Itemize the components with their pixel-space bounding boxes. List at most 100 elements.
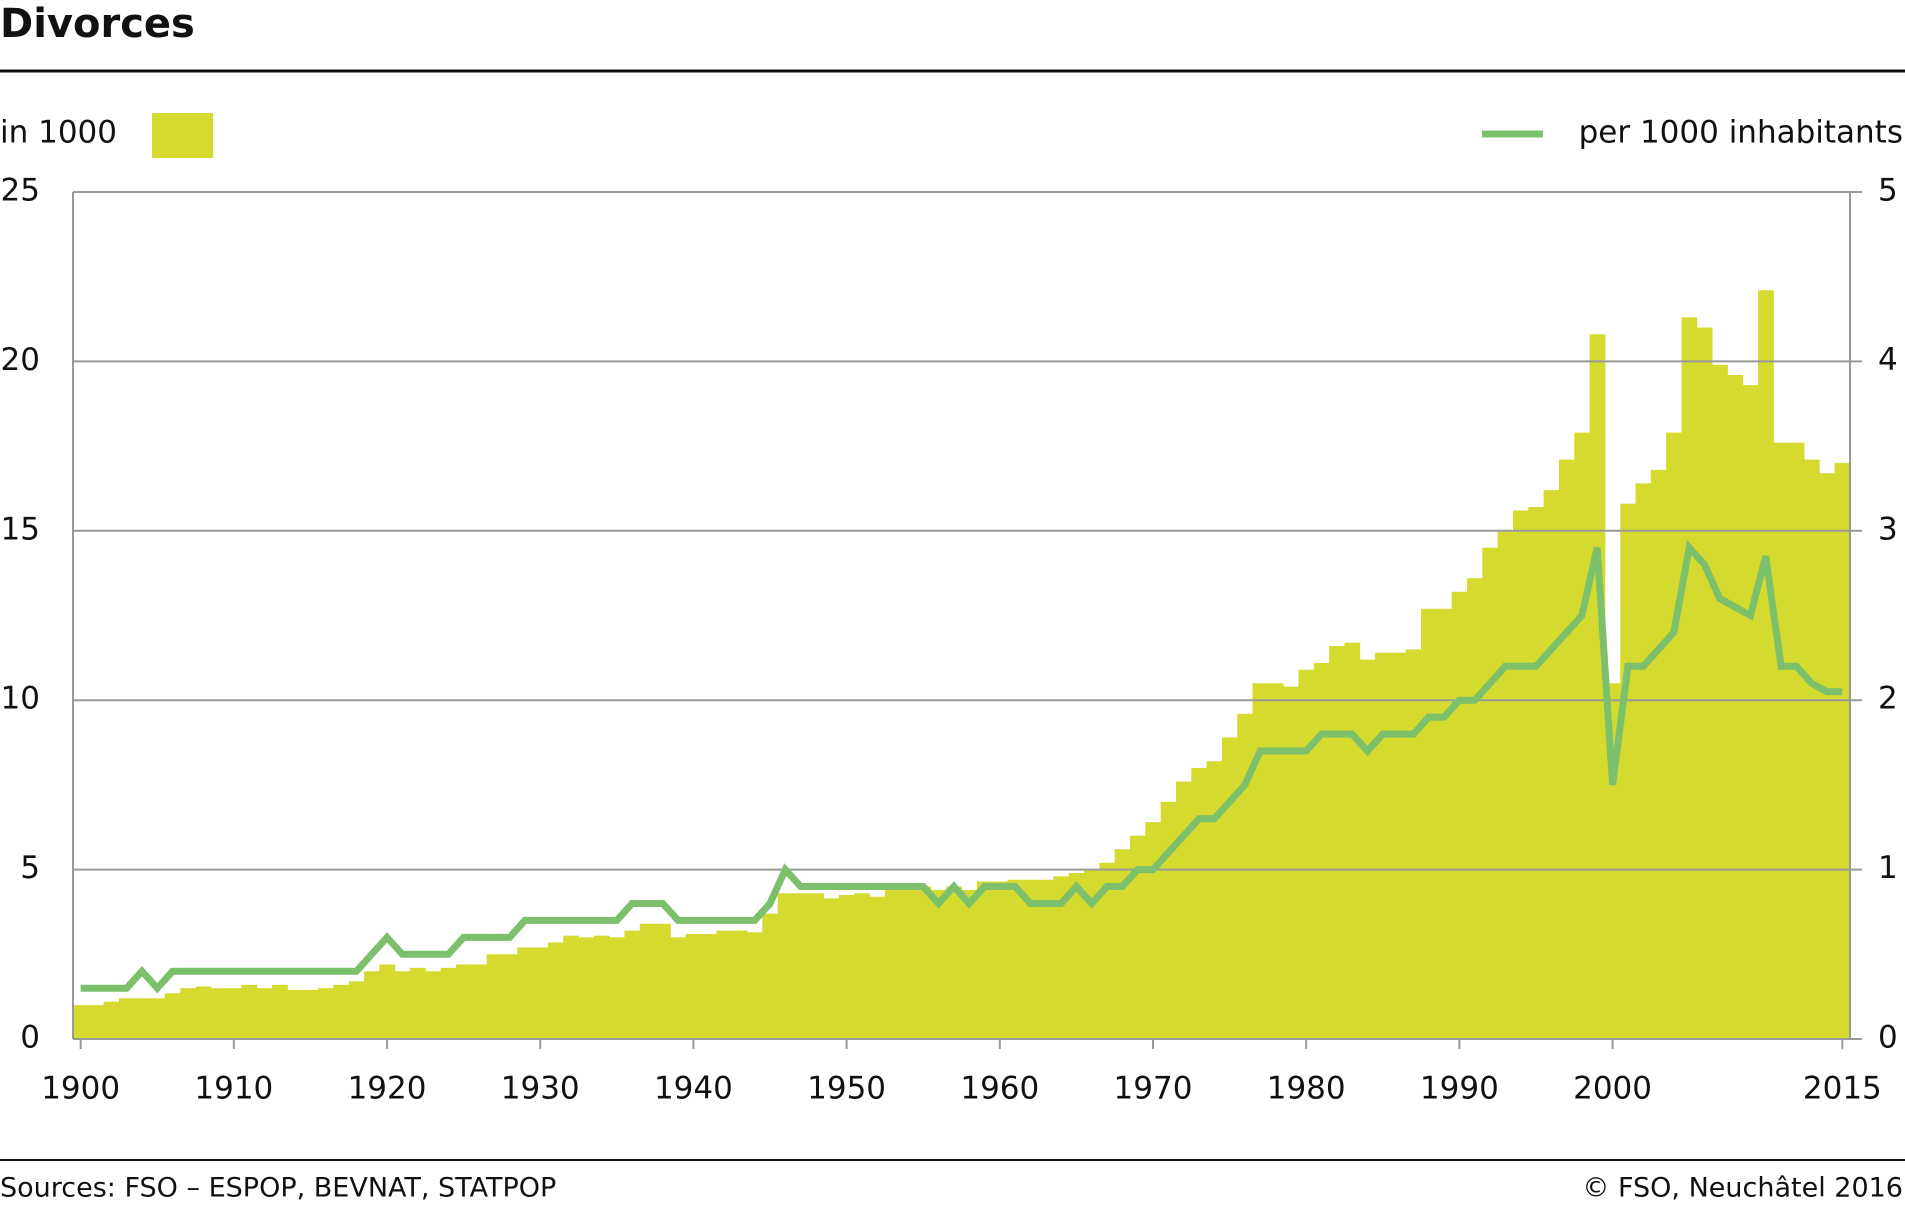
y-tick-label: 10 bbox=[1, 681, 40, 717]
y2-tick-label: 4 bbox=[1878, 342, 1898, 378]
bar bbox=[517, 947, 533, 1039]
bar bbox=[930, 889, 947, 1039]
bar bbox=[1758, 290, 1774, 1039]
bar bbox=[73, 1005, 89, 1039]
bar bbox=[364, 971, 380, 1039]
bar bbox=[88, 1005, 105, 1039]
bar bbox=[302, 989, 319, 1039]
x-tick-label: 1960 bbox=[960, 1071, 1039, 1107]
line bbox=[80, 540, 1843, 994]
x-tick-label: 1900 bbox=[41, 1071, 120, 1107]
bar bbox=[1696, 327, 1713, 1039]
y-tick-label: 5 bbox=[20, 850, 40, 886]
bar bbox=[1819, 473, 1836, 1040]
bar bbox=[1512, 510, 1529, 1039]
x-tick-label: 1950 bbox=[807, 1071, 886, 1107]
bar bbox=[854, 893, 870, 1039]
bar bbox=[1405, 649, 1422, 1039]
bar bbox=[1635, 483, 1652, 1039]
bar bbox=[946, 886, 962, 1039]
bar bbox=[1298, 669, 1315, 1039]
bar bbox=[1022, 879, 1039, 1039]
bar bbox=[1114, 849, 1131, 1039]
bar bbox=[1620, 503, 1636, 1039]
bar bbox=[1742, 385, 1759, 1040]
bar bbox=[1558, 459, 1575, 1040]
y2-tick-label: 0 bbox=[1878, 1020, 1898, 1056]
x-tick-label: 1970 bbox=[1114, 1071, 1193, 1107]
y2-tick-label: 3 bbox=[1878, 511, 1898, 547]
bar bbox=[1099, 862, 1116, 1039]
bar bbox=[884, 889, 901, 1039]
bar bbox=[272, 984, 288, 1039]
x-tick-label: 1920 bbox=[348, 1071, 427, 1107]
bar bbox=[639, 923, 656, 1039]
bar bbox=[869, 896, 886, 1039]
bar bbox=[563, 935, 579, 1039]
bar bbox=[747, 932, 763, 1039]
bar bbox=[1650, 469, 1667, 1039]
bar bbox=[1773, 442, 1790, 1039]
x-tick-label: 2015 bbox=[1803, 1071, 1882, 1107]
bar bbox=[670, 937, 687, 1039]
bar bbox=[226, 988, 242, 1039]
x-tick-label: 1990 bbox=[1420, 1071, 1499, 1107]
bar bbox=[118, 998, 135, 1039]
bar bbox=[1175, 781, 1192, 1039]
bar bbox=[1788, 442, 1805, 1039]
bar bbox=[1497, 530, 1514, 1039]
bar bbox=[241, 984, 258, 1039]
bar bbox=[1038, 879, 1054, 1039]
bar bbox=[808, 893, 825, 1039]
y-tick-label: 25 bbox=[1, 173, 40, 209]
bar bbox=[547, 942, 564, 1039]
bar bbox=[655, 923, 671, 1039]
bar bbox=[976, 881, 993, 1039]
bar bbox=[1467, 578, 1483, 1039]
bar bbox=[1283, 686, 1299, 1039]
y2-tick-label: 1 bbox=[1878, 850, 1898, 886]
bar bbox=[900, 889, 916, 1039]
bar bbox=[1666, 432, 1682, 1040]
y2-tick-label: 2 bbox=[1878, 681, 1898, 717]
bar bbox=[410, 967, 426, 1039]
bar bbox=[624, 930, 641, 1039]
bar bbox=[532, 947, 549, 1039]
y-tick-label: 15 bbox=[1, 511, 40, 547]
bar bbox=[823, 898, 840, 1039]
source: Sources: FSO – ESPOP, BEVNAT, STATPOP bbox=[0, 1173, 556, 1204]
bar bbox=[1267, 683, 1284, 1039]
bar bbox=[1191, 767, 1208, 1039]
y2-tick-label: 5 bbox=[1878, 173, 1898, 209]
bar bbox=[1084, 869, 1100, 1039]
bar bbox=[716, 930, 733, 1039]
bar bbox=[1451, 591, 1468, 1039]
bar bbox=[1681, 317, 1698, 1040]
x-tick-label: 1910 bbox=[194, 1071, 273, 1107]
bar bbox=[961, 889, 978, 1039]
bar bbox=[425, 971, 442, 1039]
bar bbox=[1068, 872, 1085, 1039]
bar bbox=[1344, 642, 1361, 1039]
bar bbox=[348, 981, 365, 1039]
bar bbox=[149, 998, 166, 1039]
bar bbox=[1160, 801, 1177, 1039]
bar bbox=[318, 988, 334, 1039]
bar bbox=[1589, 334, 1606, 1039]
copyright: © FSO, Neuchâtel 2016 bbox=[1582, 1173, 1903, 1204]
bar bbox=[1727, 374, 1744, 1039]
bar bbox=[762, 913, 779, 1039]
bar bbox=[992, 881, 1008, 1039]
bar bbox=[838, 895, 855, 1039]
bar bbox=[379, 964, 396, 1039]
bar bbox=[440, 967, 457, 1039]
legend-label: per 1000 inhabitants bbox=[1579, 115, 1903, 151]
bar bbox=[1206, 761, 1223, 1039]
bar bbox=[1329, 645, 1345, 1039]
bar bbox=[731, 930, 748, 1039]
x-tick-label: 1980 bbox=[1267, 1071, 1346, 1107]
bar bbox=[471, 964, 488, 1039]
bar bbox=[180, 988, 196, 1039]
bar bbox=[701, 933, 717, 1039]
